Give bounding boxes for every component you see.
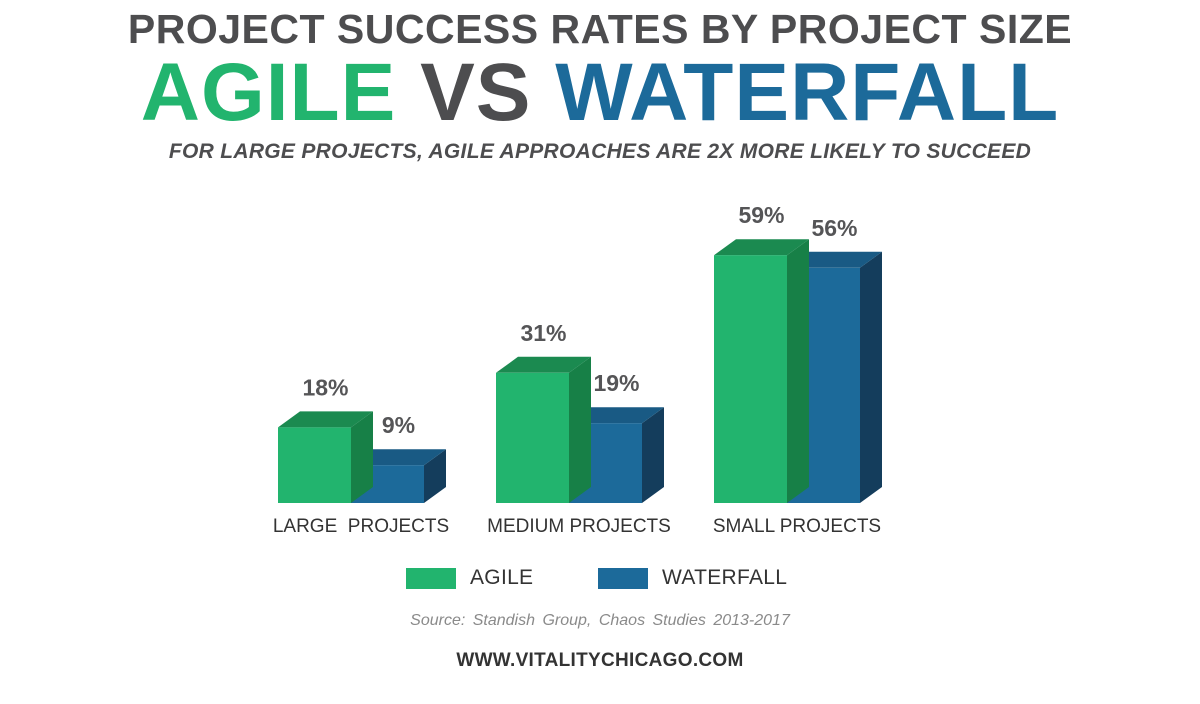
legend-label-waterfall: WATERFALL bbox=[662, 566, 788, 589]
bar-top-waterfall-2 bbox=[787, 251, 882, 268]
category-label-0: LARGE PROJECTS bbox=[273, 516, 449, 537]
bar-agile-0 bbox=[278, 427, 351, 503]
bar-side-agile-2 bbox=[787, 239, 809, 503]
bar-side-waterfall-1 bbox=[642, 407, 664, 503]
category-label-2: SMALL PROJECTS bbox=[713, 516, 881, 537]
headline-agile-word: AGILE bbox=[140, 47, 397, 138]
data-label-waterfall-2: 56% bbox=[811, 215, 857, 241]
bar-side-waterfall-0 bbox=[424, 449, 446, 503]
legend-item-waterfall: WATERFALL bbox=[598, 566, 787, 590]
category-label-1: MEDIUM PROJECTS bbox=[487, 516, 671, 537]
bar-top-agile-0 bbox=[278, 411, 373, 428]
legend-swatch-agile bbox=[406, 567, 456, 589]
data-label-waterfall-0: 9% bbox=[382, 412, 415, 438]
legend-item-agile: AGILE bbox=[406, 566, 533, 590]
legend-label-agile: AGILE bbox=[470, 566, 534, 589]
headline-vs-word: VS bbox=[420, 47, 532, 138]
source-note: Source: Standish Group, Chaos Studies 20… bbox=[410, 612, 790, 629]
bar-side-agile-0 bbox=[351, 411, 373, 503]
bar-side-waterfall-2 bbox=[860, 251, 882, 503]
chart-title: PROJECT SUCCESS RATES BY PROJECT SIZE bbox=[127, 6, 1073, 52]
chart-subtitle: FOR LARGE PROJECTS, AGILE APPROACHES ARE… bbox=[168, 140, 1032, 163]
bar-top-waterfall-0 bbox=[351, 449, 446, 466]
headline-waterfall-word: WATERFALL bbox=[555, 47, 1060, 138]
data-label-agile-1: 31% bbox=[520, 320, 566, 346]
legend-swatch-waterfall bbox=[598, 567, 648, 589]
bar-agile-2 bbox=[714, 255, 787, 503]
bar-top-agile-1 bbox=[496, 356, 591, 373]
data-label-agile-0: 18% bbox=[302, 374, 348, 400]
bar-agile-1 bbox=[496, 372, 569, 503]
data-label-agile-2: 59% bbox=[738, 202, 784, 228]
footer-url: WWW.VITALITYCHICAGO.COM bbox=[456, 650, 744, 671]
bar-side-agile-1 bbox=[569, 356, 591, 503]
data-label-waterfall-1: 19% bbox=[593, 370, 639, 396]
chart-headline: AGILE VS WATERFALL bbox=[0, 48, 1200, 138]
bar-top-waterfall-1 bbox=[569, 407, 664, 424]
bar-top-agile-2 bbox=[714, 239, 809, 256]
